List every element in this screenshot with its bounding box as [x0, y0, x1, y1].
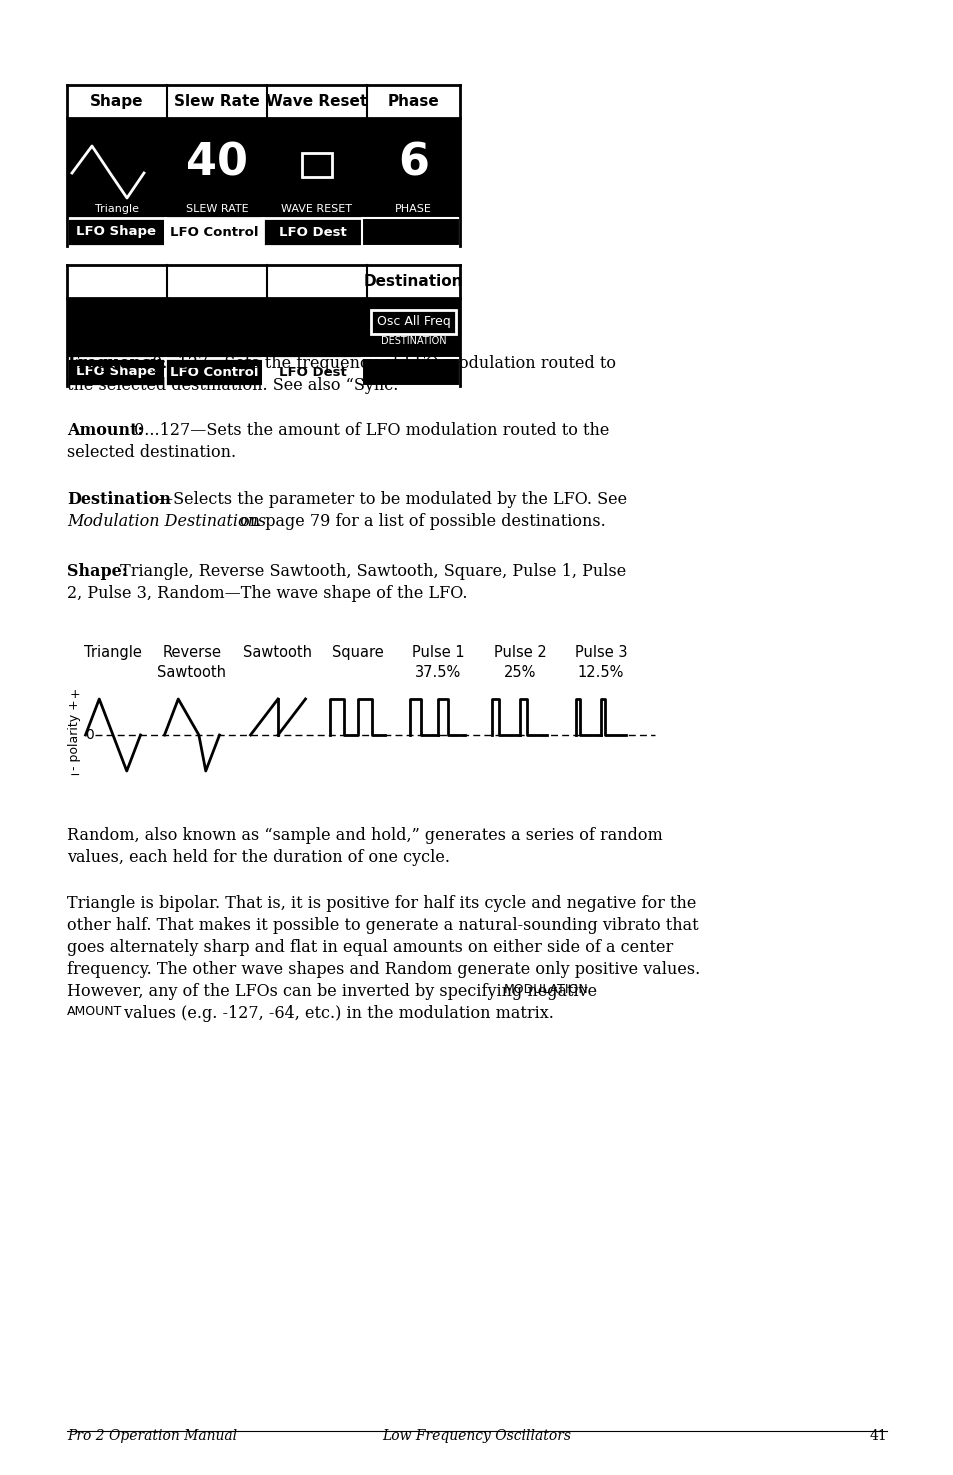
Text: −: − — [70, 768, 80, 782]
Text: SLEW RATE: SLEW RATE — [186, 204, 248, 214]
Text: on page 79 for a list of possible destinations.: on page 79 for a list of possible destin… — [234, 513, 605, 530]
Text: 12.5%: 12.5% — [578, 665, 623, 680]
Bar — [263, 218, 361, 246]
Bar — [67, 358, 165, 386]
Text: Pulse 1: Pulse 1 — [412, 645, 464, 659]
Bar — [67, 86, 459, 246]
Text: 0...127—Sets the frequency of LFO modulation routed to: 0...127—Sets the frequency of LFO modula… — [147, 355, 616, 372]
Text: values, each held for the duration of one cycle.: values, each held for the duration of on… — [67, 850, 450, 866]
Bar — [67, 218, 165, 246]
Text: Reverse: Reverse — [162, 645, 221, 659]
Text: Osc All Freq: Osc All Freq — [376, 316, 450, 329]
Text: LFO Control: LFO Control — [170, 226, 258, 239]
Text: 40: 40 — [186, 142, 248, 184]
Text: Amount:: Amount: — [67, 422, 143, 440]
Text: Low Frequency Oscillators: Low Frequency Oscillators — [382, 1429, 571, 1443]
Text: Triangle, Reverse Sawtooth, Sawtooth, Square, Pulse 1, Pulse: Triangle, Reverse Sawtooth, Sawtooth, Sq… — [115, 563, 625, 580]
Text: DESTINATION: DESTINATION — [380, 336, 446, 347]
Text: Pulse 3: Pulse 3 — [574, 645, 626, 659]
Text: Sawtooth: Sawtooth — [157, 665, 226, 680]
Text: LFO Dest: LFO Dest — [278, 226, 346, 239]
Text: the selected destination. See also “Sync.”: the selected destination. See also “Sync… — [67, 378, 406, 394]
Text: —Selects the parameter to be modulated by the LFO. See: —Selects the parameter to be modulated b… — [157, 491, 626, 507]
Text: LFO Shape: LFO Shape — [76, 226, 156, 239]
Bar — [371, 310, 456, 333]
Bar — [361, 358, 459, 386]
Text: selected destination.: selected destination. — [67, 444, 236, 462]
Text: Destination: Destination — [67, 491, 171, 507]
Text: Shape:: Shape: — [67, 563, 128, 580]
Text: Phase: Phase — [387, 94, 439, 109]
Text: other half. That makes it possible to generate a natural-sounding vibrato that: other half. That makes it possible to ge… — [67, 917, 698, 934]
Text: Triangle: Triangle — [84, 645, 142, 659]
Text: values (e.g. -127, -64, etc.) in the modulation matrix.: values (e.g. -127, -64, etc.) in the mod… — [119, 1004, 554, 1022]
Text: Modulation Destinations: Modulation Destinations — [67, 513, 266, 530]
Text: Slew Rate: Slew Rate — [174, 94, 259, 109]
Bar — [165, 358, 263, 386]
Text: Pro 2 Operation Manual: Pro 2 Operation Manual — [67, 1429, 237, 1443]
Text: Pulse 2: Pulse 2 — [493, 645, 546, 659]
Text: goes alternately sharp and flat in equal amounts on either side of a center: goes alternately sharp and flat in equal… — [67, 940, 673, 956]
Bar — [67, 266, 459, 386]
Text: 2, Pulse 3, Random—The wave shape of the LFO.: 2, Pulse 3, Random—The wave shape of the… — [67, 586, 467, 602]
Text: Frequency:: Frequency: — [67, 355, 166, 372]
Text: LFO Shape: LFO Shape — [76, 366, 156, 379]
Text: 0: 0 — [85, 729, 94, 742]
Bar — [67, 86, 459, 118]
Text: LFO Dest: LFO Dest — [278, 366, 346, 379]
Text: Square: Square — [332, 645, 383, 659]
Text: PHASE: PHASE — [395, 204, 432, 214]
Bar — [165, 218, 263, 246]
Text: - polarity +: - polarity + — [69, 699, 81, 770]
Text: Destination: Destination — [363, 274, 463, 289]
Text: LFO Control: LFO Control — [170, 366, 258, 379]
Text: MODULATION: MODULATION — [503, 982, 588, 996]
Bar — [361, 218, 459, 246]
Text: Triangle: Triangle — [95, 204, 139, 214]
Text: Triangle is bipolar. That is, it is positive for half its cycle and negative for: Triangle is bipolar. That is, it is posi… — [67, 895, 696, 912]
Text: 25%: 25% — [503, 665, 536, 680]
Text: frequency. The other wave shapes and Random generate only positive values.: frequency. The other wave shapes and Ran… — [67, 962, 700, 978]
Bar — [67, 266, 459, 298]
Text: Random, also known as “sample and hold,” generates a series of random: Random, also known as “sample and hold,”… — [67, 827, 662, 844]
Text: Sawtooth: Sawtooth — [243, 645, 313, 659]
Text: WAVE RESET: WAVE RESET — [281, 204, 352, 214]
Text: +: + — [70, 689, 80, 702]
Text: 6: 6 — [397, 142, 429, 184]
Bar — [302, 153, 332, 177]
Text: However, any of the LFOs can be inverted by specifying negative: However, any of the LFOs can be inverted… — [67, 982, 601, 1000]
Text: Shape: Shape — [91, 94, 144, 109]
Text: Wave Reset: Wave Reset — [266, 94, 367, 109]
Text: 37.5%: 37.5% — [415, 665, 460, 680]
Text: 0...127—Sets the amount of LFO modulation routed to the: 0...127—Sets the amount of LFO modulatio… — [129, 422, 609, 440]
Bar — [263, 358, 361, 386]
Text: AMOUNT: AMOUNT — [67, 1004, 122, 1018]
Text: 41: 41 — [868, 1429, 886, 1443]
